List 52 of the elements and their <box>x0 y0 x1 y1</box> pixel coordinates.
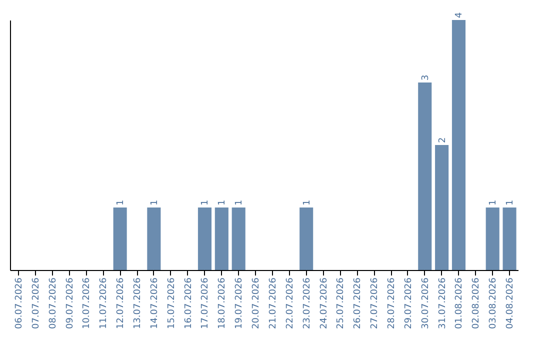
x-tick-label: 02.08.2026 <box>472 277 482 330</box>
bar <box>502 208 516 270</box>
x-tick-label: 18.07.2026 <box>218 277 228 330</box>
data-label: 1 <box>234 200 245 206</box>
x-tick-label: 16.07.2026 <box>184 277 194 330</box>
data-label: 1 <box>150 200 160 206</box>
x-tick-label: 07.07.2026 <box>31 277 42 330</box>
x-tick-label: 31.07.2026 <box>438 277 448 330</box>
data-label: 1 <box>302 200 312 206</box>
x-tick-label: 01.08.2026 <box>454 277 465 330</box>
x-tick-label: 09.07.2026 <box>65 277 76 330</box>
bar <box>418 82 432 270</box>
x-tick-label: 15.07.2026 <box>166 277 177 330</box>
x-tick-label: 22.07.2026 <box>285 277 296 330</box>
bar <box>486 208 500 270</box>
bar <box>435 145 449 270</box>
x-tick-label: 10.07.2026 <box>82 277 92 330</box>
x-tick-label: 04.08.2026 <box>506 277 516 330</box>
x-tick-label: 03.08.2026 <box>488 277 499 330</box>
bar <box>113 208 127 270</box>
x-tick-label: 27.07.2026 <box>370 277 380 330</box>
x-tick-label: 20.07.2026 <box>252 277 262 330</box>
bar <box>452 20 466 270</box>
data-label: 1 <box>506 200 516 206</box>
data-label: 1 <box>488 200 499 206</box>
bar <box>300 208 314 270</box>
x-tick-label: 26.07.2026 <box>353 277 364 330</box>
bar <box>232 208 246 270</box>
data-label: 4 <box>454 12 465 18</box>
x-tick-label: 12.07.2026 <box>116 277 126 330</box>
bar <box>147 208 161 270</box>
x-tick-label: 29.07.2026 <box>404 277 414 330</box>
x-tick-label: 08.07.2026 <box>48 277 58 330</box>
x-tick-label: 17.07.2026 <box>200 277 211 330</box>
x-tick-label: 21.07.2026 <box>268 277 278 330</box>
data-label: 3 <box>420 74 431 80</box>
x-tick-label: 28.07.2026 <box>387 277 397 330</box>
bar <box>198 208 212 270</box>
x-tick-label: 24.07.2026 <box>319 277 330 330</box>
x-tick-label: 13.07.2026 <box>133 277 143 330</box>
x-tick-label: 06.07.2026 <box>14 277 24 330</box>
x-tick-label: 14.07.2026 <box>150 277 160 330</box>
data-label: 2 <box>438 137 448 143</box>
data-label: 1 <box>218 200 228 206</box>
data-label: 1 <box>200 200 211 206</box>
x-tick-label: 23.07.2026 <box>302 277 312 330</box>
x-tick-label: 19.07.2026 <box>234 277 245 330</box>
x-tick-label: 11.07.2026 <box>99 277 110 330</box>
data-label: 1 <box>116 200 126 206</box>
x-tick-label: 25.07.2026 <box>336 277 346 330</box>
bar <box>214 208 228 270</box>
x-tick-label: 30.07.2026 <box>420 277 431 330</box>
